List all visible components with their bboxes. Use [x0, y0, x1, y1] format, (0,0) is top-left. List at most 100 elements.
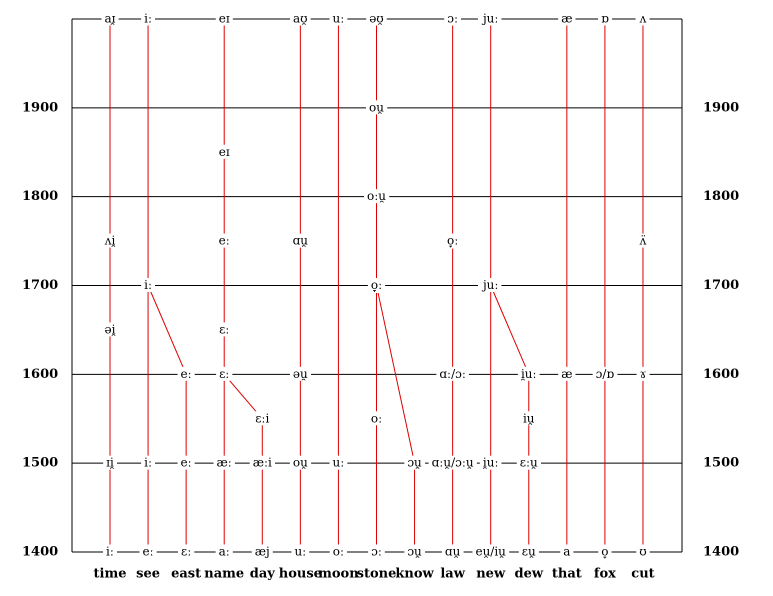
vowel-label: ɛː — [219, 322, 229, 336]
word-label: cut — [631, 567, 654, 582]
merge-line — [376, 285, 416, 464]
label-bg — [215, 233, 233, 248]
vowel-label: o̞ː — [371, 278, 382, 293]
word-label: dew — [514, 567, 543, 582]
vowel-label: i̯uː — [483, 456, 499, 470]
vowel-label: ʊ — [639, 545, 646, 559]
vowel-label: əi̯ — [105, 322, 116, 336]
vowel-label: əu̯ — [293, 367, 308, 381]
label-bg — [477, 278, 502, 292]
word-label: east — [171, 567, 201, 582]
label-bg — [367, 411, 386, 426]
label-bg — [216, 322, 233, 337]
y-tick-label: 1600 — [22, 367, 58, 382]
word-label: moon — [318, 567, 359, 582]
word-label: see — [136, 567, 160, 582]
vowel-label: ʌ̈ — [639, 234, 647, 248]
label-bg — [289, 366, 312, 381]
vowel-label: ɒ — [601, 12, 609, 26]
vowel-label: æːi — [253, 456, 272, 470]
label-bg — [592, 366, 618, 381]
word-label: house — [279, 567, 322, 582]
vowel-label: ɛː — [181, 545, 191, 559]
vowel-label: aː — [219, 545, 230, 559]
label-bg — [436, 366, 469, 381]
vowel-label: ɑː/ɔː — [439, 367, 466, 381]
word-label: that — [552, 567, 582, 582]
vowel-label: uː — [333, 456, 345, 470]
label-bg — [252, 411, 273, 426]
label-bg — [366, 100, 388, 115]
merge-line — [147, 285, 187, 375]
vowel-label: æj — [255, 545, 270, 559]
vowel-label: o̞ː — [447, 234, 458, 249]
word-label: new — [476, 567, 506, 582]
label-bg — [289, 455, 312, 470]
label-bg — [103, 544, 117, 559]
label-bg — [404, 455, 426, 470]
vowel-label: iː — [144, 12, 152, 26]
y-tick-label-right: 1700 — [703, 278, 739, 293]
vowel-label: ɛːu̯ — [520, 456, 538, 470]
y-tick-label-right: 1900 — [703, 100, 739, 115]
vowel-label: oːu̯ — [367, 189, 386, 203]
label-bg — [635, 233, 650, 248]
word-label: law — [440, 567, 465, 582]
word-label: name — [204, 567, 244, 582]
label-bg — [329, 455, 348, 470]
vowel-label: iu̯ — [523, 411, 535, 425]
vowel-label: eː — [142, 545, 153, 559]
word-label: fox — [594, 567, 616, 582]
vowel-label: ou̯ — [293, 456, 308, 470]
label-bg — [101, 322, 119, 337]
vowel-label: iː — [144, 278, 152, 292]
word-label: time — [94, 567, 127, 582]
vowel-label: uː — [294, 545, 306, 559]
label-bg — [101, 11, 119, 26]
vowel-label: ou̯ — [369, 100, 384, 114]
label-bg — [472, 544, 510, 559]
vowel-label: juː — [481, 12, 499, 26]
y-tick-label: 1900 — [22, 100, 58, 115]
vowel-label: ɔː — [447, 12, 458, 26]
label-bg — [636, 366, 650, 381]
y-tick-label: 1400 — [22, 545, 58, 560]
vowel-label: ɔː — [371, 545, 382, 559]
word-label: day — [250, 567, 276, 582]
label-bg — [291, 544, 310, 559]
word-label: know — [395, 567, 434, 582]
vowel-label: æ — [561, 367, 572, 381]
y-tick-label: 1500 — [22, 456, 58, 471]
vowel-label: eː — [181, 456, 192, 470]
vowel-label: ɑu̯ — [445, 545, 461, 559]
vowel-label: ɛː — [219, 367, 229, 381]
vowel-label: ɪi̯ — [106, 456, 114, 470]
vowel-label: eɪ — [219, 145, 230, 159]
label-bg — [368, 544, 385, 559]
label-bg — [558, 11, 576, 26]
vowel-label: eː — [219, 234, 230, 248]
y-tick-label: 1800 — [22, 189, 58, 204]
label-bg — [477, 11, 502, 26]
vowel-label: eu̯/iu̯ — [475, 545, 506, 559]
vowel-label: ɔu̯ — [407, 456, 422, 470]
vowel-label: juː — [481, 278, 499, 292]
vowel-label: aɪ̯ — [105, 12, 116, 26]
vowel-label: ʌ — [639, 12, 647, 26]
label-bg — [516, 455, 542, 470]
vowel-label: ɛu̯ — [522, 545, 536, 559]
y-tick-label-right: 1600 — [703, 367, 739, 382]
label-bg — [141, 11, 156, 26]
vowel-label: eː — [181, 367, 192, 381]
label-bg — [100, 233, 119, 248]
label-bg — [635, 11, 650, 26]
label-bg — [141, 455, 156, 470]
label-bg — [444, 11, 462, 26]
vowel-label: o̞ — [601, 545, 608, 560]
y-tick-label: 1700 — [22, 278, 58, 293]
vowel-label: a — [563, 545, 570, 559]
label-bg — [366, 11, 387, 26]
label-bg — [598, 11, 613, 26]
vowel-label: iː — [144, 456, 152, 470]
vowel-label: ɑːu̯/ɔːu̯ — [432, 456, 474, 470]
